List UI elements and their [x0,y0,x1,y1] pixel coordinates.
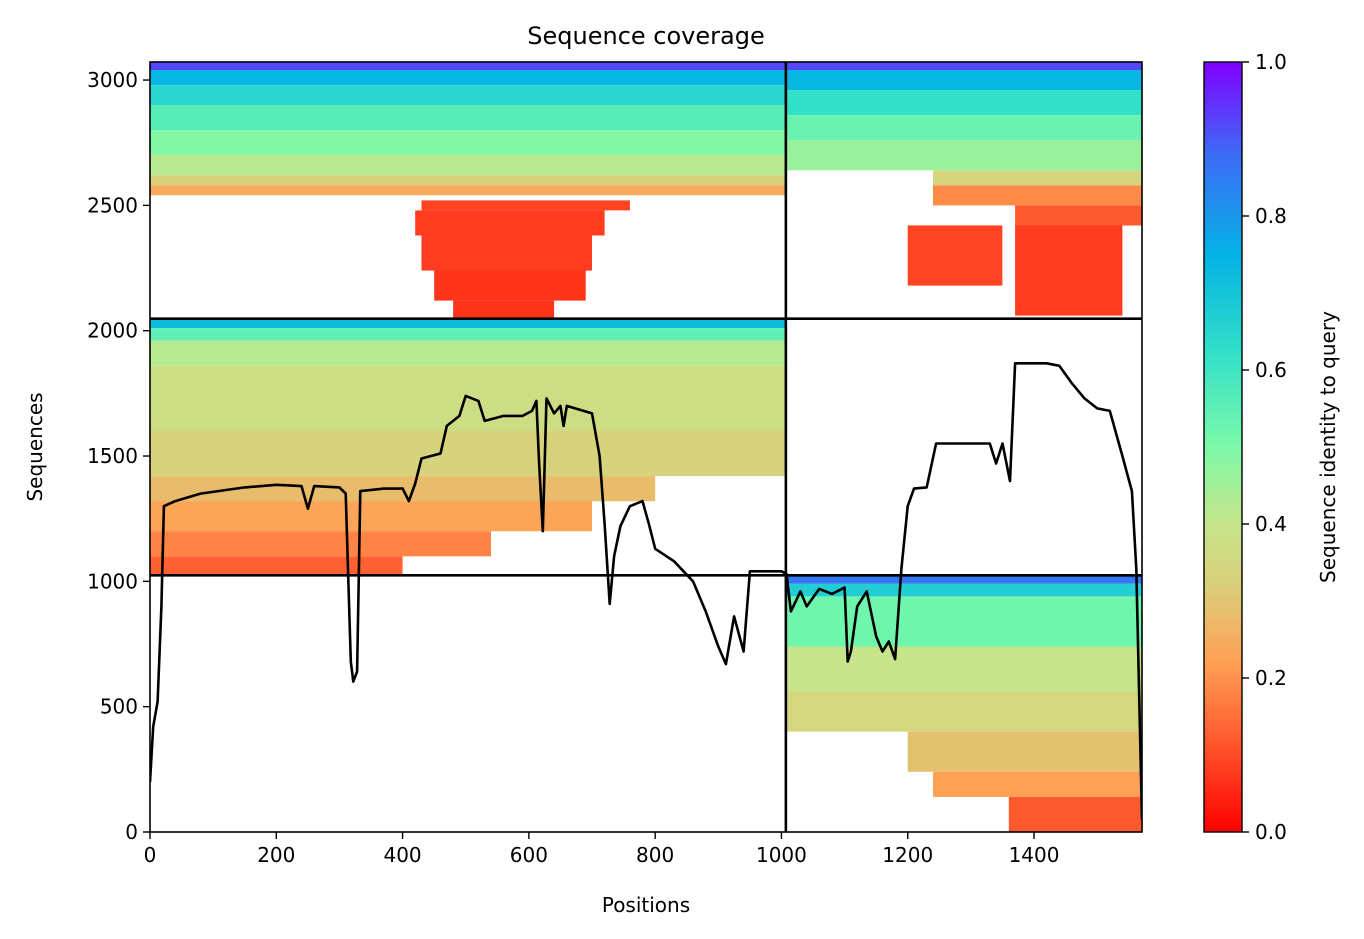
heatmap-band [150,501,592,532]
heatmap-band [150,328,786,341]
chain-boundaries [150,62,1142,832]
chart-title: Sequence coverage [527,22,764,50]
colorbar-tick-label: 0.6 [1255,358,1287,382]
heatmap-band [150,175,786,186]
heatmap-band [150,155,786,176]
heatmap-band [150,185,786,196]
y-axis-label: Sequences [23,392,47,501]
heatmap-band [785,583,1142,597]
heatmap-band [150,556,403,576]
heatmap-band [1015,205,1142,226]
heatmap-band [434,270,586,301]
y-axis-ticks: 0 500 1000 1500 2000 2500 3000 [87,68,150,844]
heatmap-band [150,318,786,329]
heatmap-band [421,200,630,211]
colorbar-tick-label: 0.8 [1255,204,1287,228]
heatmap-band [1015,225,1123,316]
y-tick-label: 1000 [87,569,138,593]
heatmap-band [785,140,1142,171]
heatmap-band [453,300,555,319]
heatmap-band [785,596,1142,647]
x-tick-label: 800 [636,843,674,867]
colorbar-tick-label: 1.0 [1255,50,1287,74]
heatmap-block-0 [150,62,786,319]
coverage-heatmap [150,62,1142,832]
x-axis-ticks: 0 200 400 600 800 1000 1200 1400 [144,832,1060,867]
colorbar-tick-label: 0.4 [1255,512,1287,536]
y-tick-label: 3000 [87,68,138,92]
heatmap-band [933,170,1142,186]
heatmap-band [150,105,786,131]
heatmap-band [150,431,786,477]
colorbar-tick-label: 0.2 [1255,666,1287,690]
heatmap-block-2 [150,318,786,576]
heatmap-band [933,771,1142,797]
x-tick-label: 400 [383,843,421,867]
plot-frame [149,61,1143,833]
heatmap-band [415,210,605,236]
coverage-line-layer [150,361,1142,820]
heatmap-band [150,85,786,106]
x-tick-label: 1200 [882,843,933,867]
x-axis-label: Positions [602,893,690,917]
x-tick-label: 600 [510,843,548,867]
heatmap-band [150,531,491,557]
y-tick-label: 500 [100,695,138,719]
heatmap-band [785,70,1142,91]
y-tick-label: 2500 [87,193,138,217]
heatmap-band [785,115,1142,141]
heatmap-band [150,340,786,366]
heatmap-block-1 [785,62,1142,316]
y-tick-label: 2000 [87,319,138,343]
heatmap-band [785,691,1142,732]
heatmap-band [933,185,1142,206]
colorbar [1203,61,1243,833]
heatmap-band [150,365,786,431]
x-tick-label: 1400 [1009,843,1060,867]
heatmap-band [907,225,1003,286]
heatmap-band [150,130,786,156]
heatmap-band [421,235,592,271]
heatmap-band [785,575,1142,584]
colorbar-ticks: 0.0 0.2 0.4 0.6 0.8 1.0 [1242,50,1287,844]
x-tick-label: 200 [257,843,295,867]
x-tick-label: 0 [144,843,157,867]
heatmap-band [1008,796,1142,832]
heatmap-band [785,90,1142,116]
heatmap-band [785,646,1142,692]
y-tick-label: 1500 [87,444,138,468]
y-tick-label: 0 [125,820,138,844]
heatmap-band [785,62,1142,70]
x-tick-label: 1000 [756,843,807,867]
heatmap-band [907,731,1142,772]
colorbar-label: Sequence identity to query [1316,311,1340,583]
heatmap-band [150,62,786,70]
heatmap-band [150,70,786,85]
coverage-line [150,361,1142,820]
colorbar-tick-label: 0.0 [1255,820,1287,844]
